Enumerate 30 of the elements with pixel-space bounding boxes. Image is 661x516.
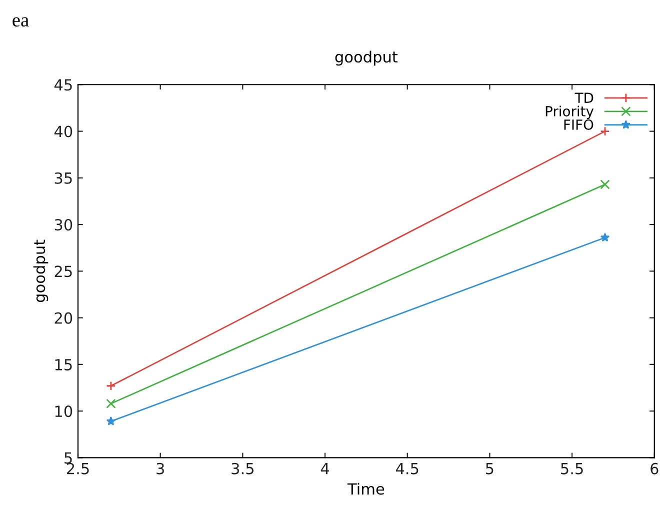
y-tick-label: 25 (54, 266, 72, 278)
x-tick-label: 4 (320, 463, 330, 474)
point (106, 381, 116, 391)
x-tick-label: 6 (650, 462, 658, 474)
y-tick-label: 10 (55, 406, 72, 418)
y-tick-label: 20 (54, 312, 72, 324)
text: ea (12, 17, 29, 27)
y-axis-title: goodput (33, 240, 48, 302)
y-tick-label: 40 (54, 126, 72, 138)
legend-label: FIFO (564, 119, 594, 130)
x-axis-title: Time (347, 482, 384, 495)
x-tick-label: 5 (486, 463, 494, 474)
chart-title: goodput (335, 50, 398, 66)
x-tick-label: 3.5 (232, 462, 254, 474)
y-tick-label: 15 (55, 359, 72, 370)
point (600, 126, 610, 136)
point (106, 416, 116, 426)
y-tick-label: 45 (54, 79, 72, 91)
legend-label: Priority (546, 106, 594, 120)
y-tick-label: 5 (64, 452, 72, 464)
y-tick-label: 35 (54, 172, 72, 184)
x-tick-label: 5.5 (561, 463, 583, 474)
point (600, 180, 610, 190)
x-tick-label: 4.5 (396, 463, 418, 474)
x-tick-label: 2.5 (66, 462, 89, 474)
point (600, 232, 610, 242)
x-tick-label: 3 (156, 462, 164, 474)
legend-label: TD (574, 92, 594, 103)
point (106, 398, 116, 408)
y-tick-label: 30 (54, 218, 72, 231)
